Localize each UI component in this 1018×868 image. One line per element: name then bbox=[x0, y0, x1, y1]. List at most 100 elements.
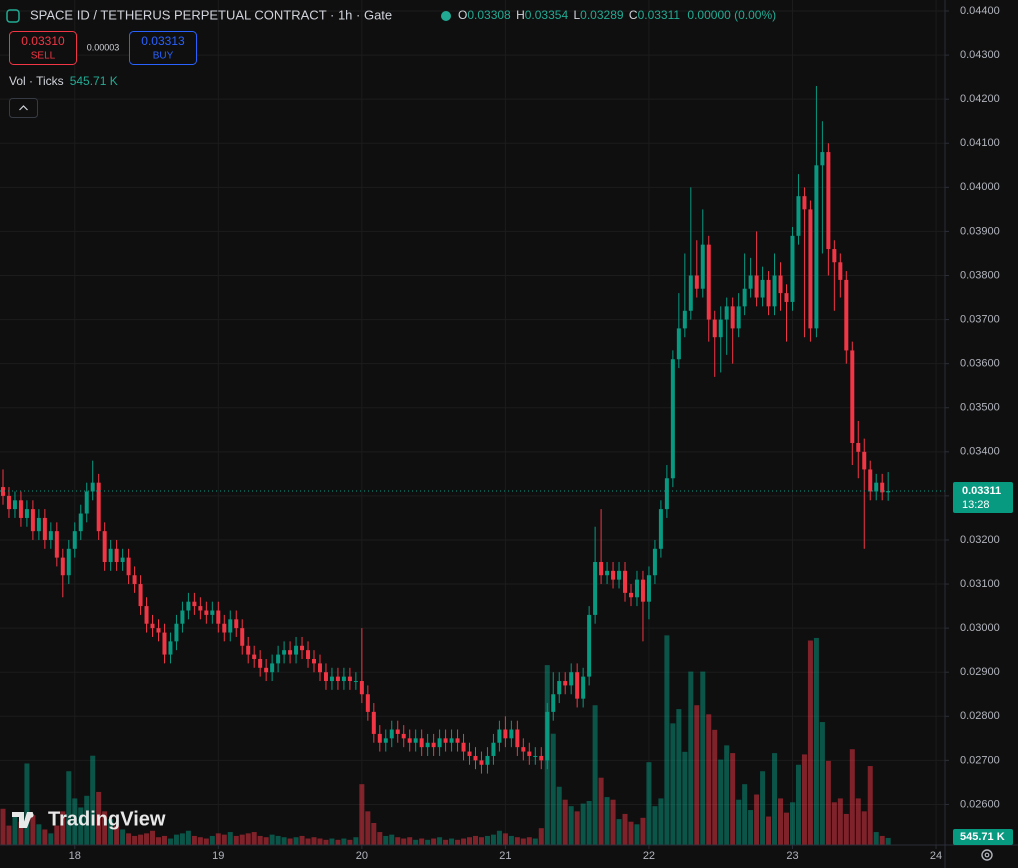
volume-bar bbox=[341, 838, 347, 845]
sell-box[interactable] bbox=[9, 31, 77, 65]
volume-bar bbox=[861, 811, 867, 845]
volume-bar bbox=[251, 832, 257, 845]
candle-body bbox=[766, 279, 771, 307]
volume-bar bbox=[383, 835, 389, 845]
candle-body bbox=[36, 517, 41, 532]
volume-tag bbox=[953, 829, 1013, 845]
candle-body bbox=[676, 328, 681, 360]
settings-icon-center[interactable] bbox=[984, 852, 990, 858]
candle-body bbox=[497, 729, 502, 743]
candle-body bbox=[198, 606, 203, 611]
candle-body bbox=[844, 279, 849, 351]
volume-bar bbox=[520, 838, 526, 845]
candle-body bbox=[42, 517, 47, 540]
candle-body bbox=[216, 610, 221, 624]
x-tick-label: 18 bbox=[69, 850, 81, 862]
volume-bar bbox=[395, 837, 401, 845]
candle-body bbox=[862, 451, 867, 470]
x-tick-label: 22 bbox=[643, 850, 655, 862]
volume-bar bbox=[167, 838, 173, 845]
volume-bar bbox=[550, 733, 556, 845]
candle-body bbox=[700, 244, 705, 289]
candle-body bbox=[401, 733, 406, 739]
volume-bar bbox=[855, 798, 861, 845]
volume-bar bbox=[688, 671, 694, 845]
volume-bar bbox=[556, 786, 562, 845]
candle-body bbox=[365, 694, 370, 712]
sell-button[interactable]: 0.03310 SELL bbox=[9, 31, 77, 65]
buy-box[interactable] bbox=[129, 31, 197, 65]
candle-body bbox=[599, 562, 604, 576]
candle-body bbox=[341, 676, 346, 682]
candle-body bbox=[551, 694, 556, 712]
settings-button[interactable] bbox=[981, 849, 993, 861]
volume-bar bbox=[568, 806, 574, 845]
volume-bar bbox=[676, 709, 682, 845]
candle-body bbox=[228, 619, 233, 633]
candle-body bbox=[820, 152, 825, 166]
y-tick-label: 0.02600 bbox=[960, 798, 1000, 810]
candle-body bbox=[156, 628, 161, 633]
y-tick-label: 0.02900 bbox=[960, 666, 1000, 678]
ohlc-value: 0.03308 bbox=[467, 8, 511, 22]
volume-bar bbox=[281, 837, 287, 845]
volume-bar bbox=[712, 729, 718, 845]
volume-bar bbox=[700, 671, 706, 845]
volume-bar bbox=[443, 839, 449, 845]
candle-body bbox=[628, 592, 633, 598]
candle-body bbox=[389, 729, 394, 739]
x-tick-label: 19 bbox=[212, 850, 224, 862]
volume-bar bbox=[419, 838, 425, 845]
candle-body bbox=[413, 738, 418, 743]
volume-bar bbox=[754, 794, 760, 845]
volume-bar bbox=[185, 830, 191, 845]
volume-bar bbox=[155, 837, 161, 845]
candle-body bbox=[688, 275, 693, 311]
volume-bar bbox=[514, 837, 520, 845]
settings-icon[interactable] bbox=[981, 849, 993, 861]
sell-label[interactable]: SELL bbox=[31, 51, 56, 62]
candle-body bbox=[24, 509, 29, 518]
buy-price[interactable]: 0.03313 bbox=[141, 34, 185, 48]
collapse-box[interactable] bbox=[9, 98, 38, 118]
volume-bar bbox=[736, 799, 742, 845]
candle-body bbox=[874, 482, 879, 492]
volume-bar bbox=[138, 834, 144, 845]
candle-body bbox=[84, 491, 89, 514]
candle-body bbox=[467, 751, 472, 756]
volume-bar bbox=[885, 837, 891, 845]
volume-bar bbox=[634, 824, 640, 845]
volume-tag-label: 545.71 K bbox=[960, 831, 1005, 843]
collapse-icon[interactable] bbox=[19, 105, 28, 111]
buy-button[interactable]: 0.03313 BUY bbox=[129, 31, 197, 65]
volume-bar bbox=[766, 816, 772, 845]
candle-body bbox=[718, 319, 723, 338]
y-tick-label: 0.02700 bbox=[960, 754, 1000, 766]
volume-pane bbox=[0, 635, 891, 845]
candle-body bbox=[54, 531, 59, 558]
candle-body bbox=[204, 610, 209, 615]
volume-bar bbox=[760, 771, 766, 845]
candle-body bbox=[443, 738, 448, 743]
volume-bar bbox=[748, 810, 754, 845]
candle-body bbox=[395, 729, 400, 734]
candle-body bbox=[353, 681, 358, 683]
ohlc-label: O bbox=[458, 8, 467, 22]
volume-bar bbox=[245, 833, 251, 845]
candle-body bbox=[730, 306, 735, 329]
spread: 0.00003 bbox=[87, 42, 120, 52]
y-tick-label: 0.04200 bbox=[960, 93, 1000, 105]
candle-body bbox=[312, 658, 317, 664]
y-tick-label: 0.03100 bbox=[960, 578, 1000, 590]
sell-price[interactable]: 0.03310 bbox=[21, 34, 65, 48]
volume-bar bbox=[36, 824, 42, 845]
y-tick-label: 0.04300 bbox=[960, 49, 1000, 61]
volume-bar bbox=[311, 837, 317, 845]
collapse-button[interactable] bbox=[9, 98, 38, 118]
buy-label[interactable]: BUY bbox=[153, 51, 174, 62]
candle-body bbox=[868, 469, 873, 492]
candle-body bbox=[78, 513, 83, 532]
candle-body bbox=[664, 478, 669, 510]
candle-body bbox=[575, 672, 580, 699]
